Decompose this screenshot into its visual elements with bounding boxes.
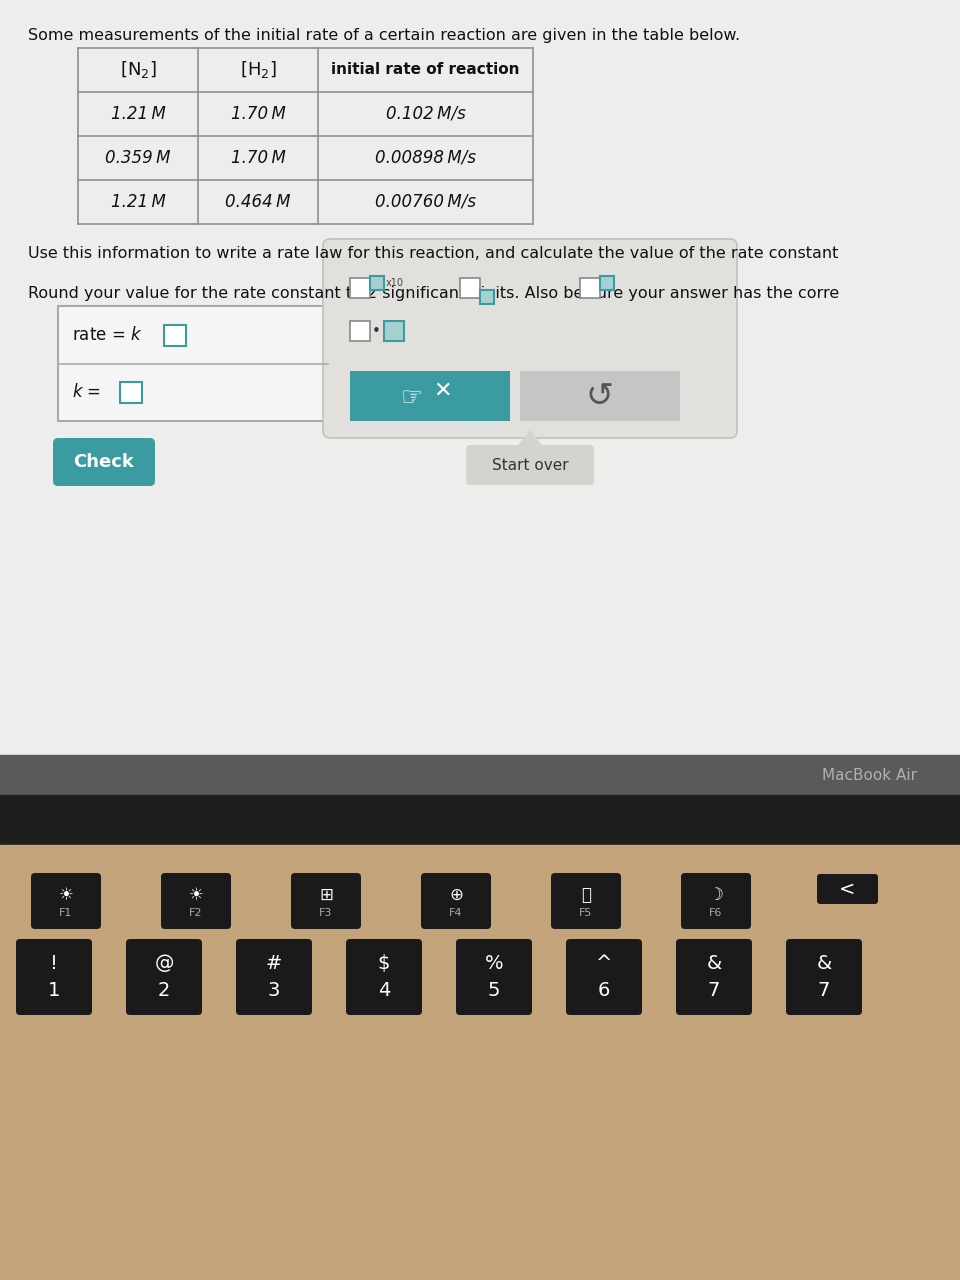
Bar xyxy=(120,383,142,403)
Text: 4: 4 xyxy=(378,980,390,1000)
Text: %: % xyxy=(485,954,503,973)
Text: rate = $k$: rate = $k$ xyxy=(72,325,142,344)
Text: <: < xyxy=(839,879,855,899)
Bar xyxy=(460,278,480,298)
Text: ☀: ☀ xyxy=(188,886,204,904)
Polygon shape xyxy=(516,431,544,449)
Text: Check: Check xyxy=(74,453,134,471)
Text: ⊞: ⊞ xyxy=(319,886,333,904)
Text: •: • xyxy=(372,324,380,338)
Text: 1.21 M: 1.21 M xyxy=(110,105,165,123)
Text: ⍖: ⍖ xyxy=(581,886,591,904)
Bar xyxy=(0,0,960,755)
Text: ✕: ✕ xyxy=(433,381,451,401)
Bar xyxy=(164,325,186,346)
Text: !: ! xyxy=(50,954,58,973)
Bar xyxy=(600,276,614,291)
Text: initial rate of reaction: initial rate of reaction xyxy=(331,63,519,78)
Text: 3: 3 xyxy=(268,980,280,1000)
Text: &: & xyxy=(707,954,722,973)
Text: ☞: ☞ xyxy=(401,387,423,410)
Text: $\mathregular{[H_2]}$: $\mathregular{[H_2]}$ xyxy=(240,59,276,81)
Text: Round your value for the rate constant to 2 significant digits. Also be sure you: Round your value for the rate constant t… xyxy=(28,285,839,301)
Text: Use this information to write a rate law for this reaction, and calculate the va: Use this information to write a rate law… xyxy=(28,246,838,261)
Bar xyxy=(350,278,370,298)
FancyBboxPatch shape xyxy=(323,239,737,438)
Text: 1.21 M: 1.21 M xyxy=(110,193,165,211)
Text: Start over: Start over xyxy=(492,457,568,472)
FancyBboxPatch shape xyxy=(786,940,862,1015)
FancyBboxPatch shape xyxy=(236,940,312,1015)
Bar xyxy=(370,276,384,291)
FancyBboxPatch shape xyxy=(126,940,202,1015)
FancyBboxPatch shape xyxy=(421,873,491,929)
FancyBboxPatch shape xyxy=(53,438,155,486)
FancyBboxPatch shape xyxy=(681,873,751,929)
Bar xyxy=(350,321,370,340)
FancyBboxPatch shape xyxy=(291,873,361,929)
Text: $k$ =: $k$ = xyxy=(72,383,101,401)
Text: F2: F2 xyxy=(189,908,203,918)
Text: #: # xyxy=(266,954,282,973)
FancyBboxPatch shape xyxy=(676,940,752,1015)
Text: 5: 5 xyxy=(488,980,500,1000)
Bar xyxy=(384,321,404,340)
FancyBboxPatch shape xyxy=(31,873,101,929)
FancyBboxPatch shape xyxy=(551,873,621,929)
Text: x10: x10 xyxy=(386,278,404,288)
Text: Some measurements of the initial rate of a certain reaction are given in the tab: Some measurements of the initial rate of… xyxy=(28,28,740,44)
Text: 0.359 M: 0.359 M xyxy=(106,148,171,166)
Text: 1.70 M: 1.70 M xyxy=(230,148,285,166)
Text: F3: F3 xyxy=(320,908,333,918)
Text: F1: F1 xyxy=(60,908,73,918)
Text: 0.102 M/s: 0.102 M/s xyxy=(386,105,466,123)
FancyBboxPatch shape xyxy=(466,445,594,485)
Text: 1: 1 xyxy=(48,980,60,1000)
Text: ^: ^ xyxy=(596,954,612,973)
Bar xyxy=(350,371,510,421)
Text: 2: 2 xyxy=(157,980,170,1000)
Text: 6: 6 xyxy=(598,980,611,1000)
FancyBboxPatch shape xyxy=(566,940,642,1015)
Bar xyxy=(480,291,494,303)
Bar xyxy=(580,278,600,298)
FancyBboxPatch shape xyxy=(456,940,532,1015)
Text: $: $ xyxy=(378,954,390,973)
Text: F6: F6 xyxy=(709,908,723,918)
FancyBboxPatch shape xyxy=(346,940,422,1015)
Bar xyxy=(0,845,960,1280)
Text: ☽: ☽ xyxy=(708,886,724,904)
Bar xyxy=(0,755,960,795)
Text: 7: 7 xyxy=(708,980,720,1000)
Text: 1.70 M: 1.70 M xyxy=(230,105,285,123)
Text: &: & xyxy=(816,954,831,973)
FancyBboxPatch shape xyxy=(161,873,231,929)
Bar xyxy=(58,306,328,421)
Text: 0.00898 M/s: 0.00898 M/s xyxy=(375,148,476,166)
Text: 7: 7 xyxy=(818,980,830,1000)
Text: MacBook Air: MacBook Air xyxy=(823,768,918,782)
Bar xyxy=(0,795,960,845)
Text: F4: F4 xyxy=(449,908,463,918)
Text: 0.464 M: 0.464 M xyxy=(226,193,291,211)
Text: ⊕: ⊕ xyxy=(449,886,463,904)
FancyBboxPatch shape xyxy=(817,874,878,904)
Text: @: @ xyxy=(155,954,174,973)
Text: ↺: ↺ xyxy=(586,379,614,412)
FancyBboxPatch shape xyxy=(16,940,92,1015)
Text: $\mathregular{[N_2]}$: $\mathregular{[N_2]}$ xyxy=(120,59,156,81)
Text: 0.00760 M/s: 0.00760 M/s xyxy=(375,193,476,211)
Text: ☀: ☀ xyxy=(59,886,73,904)
Text: F5: F5 xyxy=(579,908,592,918)
Bar xyxy=(520,371,680,421)
